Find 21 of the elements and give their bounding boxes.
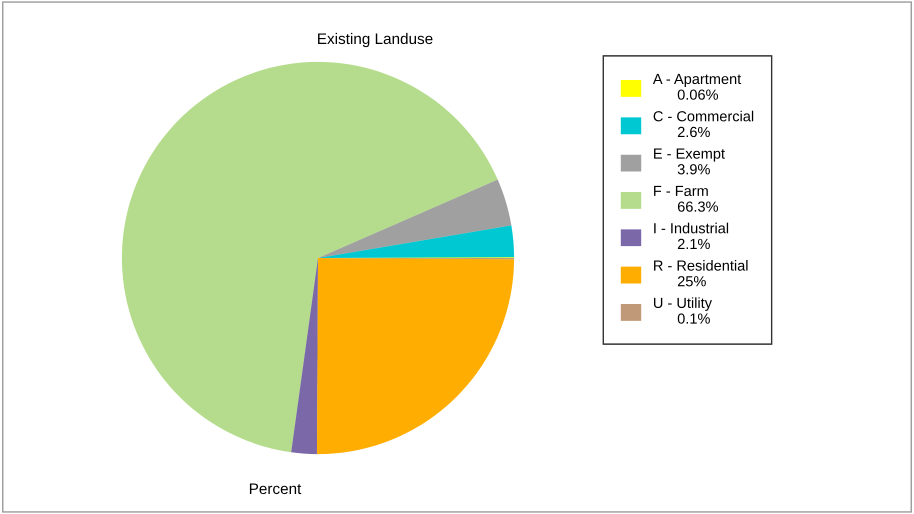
- data-label: 2.1%: [678, 238, 710, 250]
- legend-label: R - Residential: [654, 260, 748, 271]
- legend-label: A - Apartment: [652, 74, 742, 87]
- legend-label: U - Utility: [654, 297, 712, 311]
- data-label: 2.6%: [678, 126, 710, 138]
- data-label: 66.3%: [678, 201, 718, 212]
- legend-label: C - Commercial: [654, 110, 754, 122]
- data-label: 3.9%: [678, 164, 710, 174]
- chart-title: Existing Landuse: [318, 32, 433, 48]
- pie-slice: [291, 258, 318, 454]
- pie-slice: [318, 225, 514, 258]
- pie-slice: [316, 258, 514, 454]
- data-label: 0.1%: [678, 313, 710, 324]
- legend-label: E - Exempt: [654, 148, 725, 162]
- legend-label: I - Industrial: [654, 222, 728, 234]
- pie-slice: [318, 179, 512, 258]
- data-label: 0.06%: [678, 89, 718, 100]
- legend-label: F - Farm: [654, 186, 708, 196]
- pie-slice: [122, 62, 498, 452]
- text: Percent: [250, 483, 302, 494]
- data-label: 25%: [678, 276, 706, 286]
